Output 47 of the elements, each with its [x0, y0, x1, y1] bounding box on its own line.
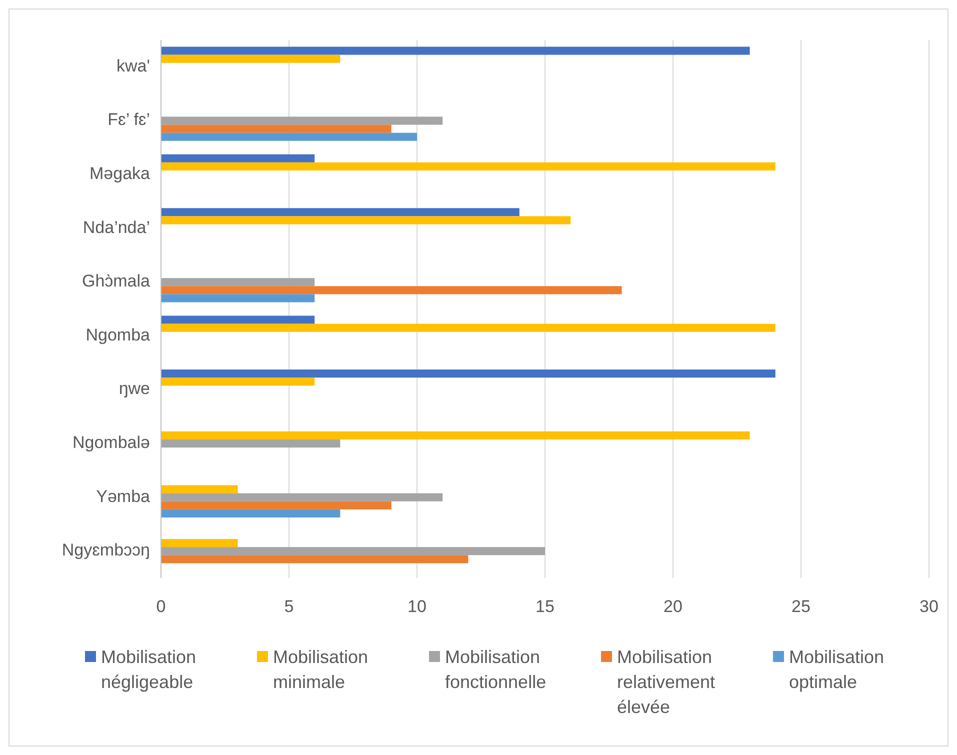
y-tick-label: kwa': [116, 56, 150, 76]
x-tick-label: 20: [664, 597, 682, 616]
y-tick-label: Yəmba: [96, 486, 151, 506]
bar: [161, 547, 545, 556]
y-tick-label: ŋwe: [118, 379, 150, 398]
bar: [161, 493, 443, 502]
y-tick-label: Nda’nda’: [82, 218, 150, 237]
bar: [161, 132, 417, 141]
legend-label: Mobilisation relativement élevée: [617, 647, 716, 717]
bar: [161, 216, 571, 224]
bar: [161, 538, 238, 548]
bar: [161, 439, 340, 448]
bar: [161, 124, 392, 133]
bar: [161, 431, 750, 440]
bar: [161, 378, 315, 386]
bar: [161, 116, 443, 125]
x-tick-label: 0: [156, 597, 166, 616]
x-tick-label: 10: [408, 597, 426, 616]
bar: [161, 509, 340, 518]
bar: [161, 555, 468, 564]
bar: [161, 294, 315, 302]
bar: [161, 208, 520, 216]
x-tick-label: 15: [536, 597, 554, 616]
bar: [161, 54, 340, 63]
x-tick-label: 5: [284, 597, 294, 616]
bar: [161, 324, 776, 332]
y-tick-label: Ghɔ̀mala: [82, 272, 151, 291]
bar: [161, 162, 776, 170]
legend-label: Mobilisation optimale: [789, 647, 884, 692]
legend-label: Mobilisation fonctionnelle: [445, 647, 546, 692]
bar: [161, 370, 776, 378]
y-tick-label: Fɛ’ fɛ’: [108, 110, 150, 130]
bar: [161, 485, 238, 494]
y-tick-label: Məgaka: [90, 164, 151, 183]
x-tick-label: 30: [920, 597, 938, 616]
bar: [161, 316, 315, 324]
legend-label: Mobilisation négligeable: [101, 647, 196, 692]
y-tick-label: Ngomba: [86, 325, 151, 344]
bar: [161, 286, 622, 294]
y-tick-label: Ngyɛmbɔɔŋ: [62, 540, 150, 560]
legend-label: Mobilisation minimale: [273, 647, 368, 692]
bar: [161, 278, 315, 286]
y-tick-label: Ngombalə: [72, 432, 150, 452]
bar: [161, 46, 750, 55]
bar: [161, 501, 392, 510]
x-tick-label: 25: [792, 597, 810, 616]
bar: [161, 154, 315, 162]
